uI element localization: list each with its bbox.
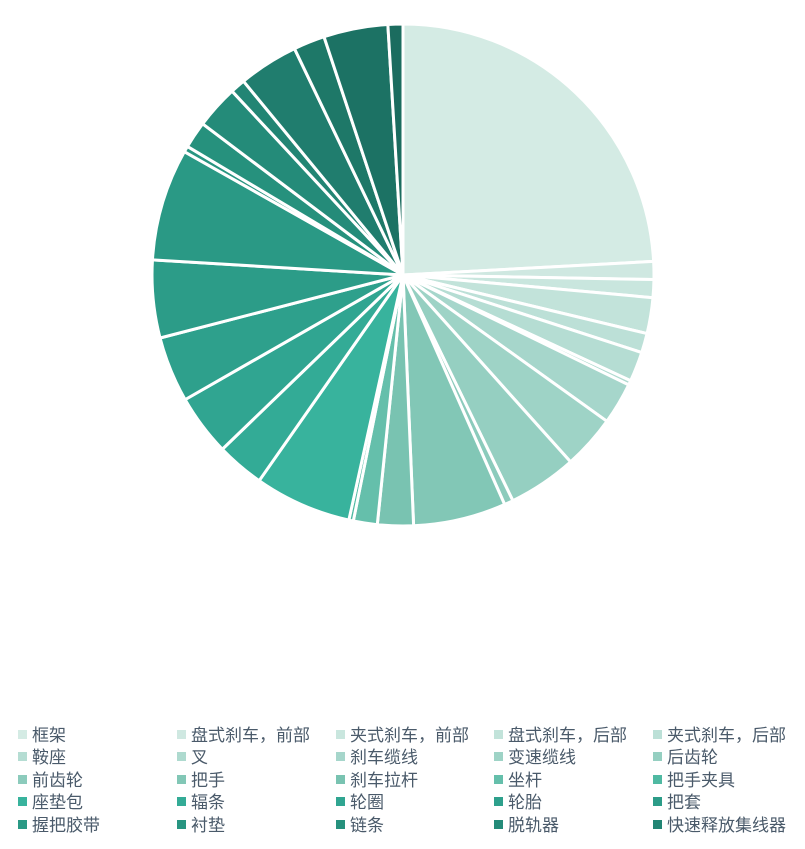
legend-swatch: [653, 797, 662, 806]
legend-swatch: [336, 752, 345, 761]
legend-swatch: [653, 730, 662, 739]
legend-swatch: [336, 820, 345, 829]
legend-label: 衬垫: [191, 816, 225, 836]
legend-label: 前齿轮: [32, 771, 83, 791]
legend-swatch: [177, 730, 186, 739]
legend-label: 后齿轮: [667, 748, 718, 768]
legend-label: 快速释放集线器: [667, 816, 786, 836]
legend-label: 盘式刹车，前部: [191, 726, 310, 746]
pie-slice-0[interactable]: [401, 22, 656, 277]
legend-swatch: [18, 730, 27, 739]
legend-label: 把手夹具: [667, 771, 735, 791]
legend-label: 链条: [350, 816, 384, 836]
legend-swatch: [18, 820, 27, 829]
legend-swatch: [177, 820, 186, 829]
legend-swatch: [18, 797, 27, 806]
legend-swatch: [336, 730, 345, 739]
legend-swatch: [653, 775, 662, 784]
legend-swatch: [653, 820, 662, 829]
legend-swatch: [653, 752, 662, 761]
pie-slices: [150, 22, 656, 528]
legend-swatch: [18, 775, 27, 784]
legend-label: 把套: [667, 793, 701, 813]
legend-label: 刹车缆线: [350, 748, 418, 768]
pie-slice-28[interactable]: [386, 22, 405, 277]
legend-label: 盘式刹车，后部: [508, 726, 627, 746]
legend-swatch: [177, 752, 186, 761]
legend-swatch: [18, 752, 27, 761]
legend-swatch: [336, 775, 345, 784]
legend-swatch: [494, 775, 503, 784]
legend-label: 轮圈: [350, 793, 384, 813]
legend-label: 夹式刹车，后部: [667, 726, 786, 746]
legend-label: 叉: [191, 748, 208, 768]
legend-label: 变速缆线: [508, 748, 576, 768]
legend-label: 脱轨器: [508, 816, 559, 836]
legend-swatch: [494, 730, 503, 739]
legend-label: 把手: [191, 771, 225, 791]
legend-label: 轮胎: [508, 793, 542, 813]
legend-swatch: [494, 752, 503, 761]
legend-swatch: [494, 820, 503, 829]
legend-swatch: [177, 775, 186, 784]
legend-swatch: [177, 797, 186, 806]
legend-label: 座垫包: [32, 793, 83, 813]
legend-label: 刹车拉杆: [350, 771, 418, 791]
legend-label: 坐杆: [508, 771, 542, 791]
legend-label: 夹式刹车，前部: [350, 726, 469, 746]
legend-label: 框架: [32, 726, 66, 746]
legend-label: 握把胶带: [32, 816, 100, 836]
legend-swatch: [336, 797, 345, 806]
legend-label: 鞍座: [32, 748, 66, 768]
legend-label: 辐条: [191, 793, 225, 813]
pie-slice-20[interactable]: [150, 150, 405, 277]
legend-swatch: [494, 797, 503, 806]
